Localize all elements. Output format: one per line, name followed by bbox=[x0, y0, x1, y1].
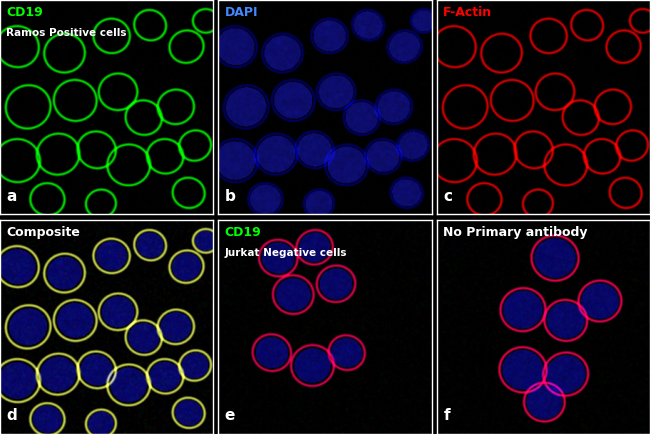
Text: Ramos Positive cells: Ramos Positive cells bbox=[6, 28, 127, 38]
Text: e: e bbox=[225, 408, 235, 423]
Text: CD19: CD19 bbox=[6, 7, 43, 20]
Text: a: a bbox=[6, 189, 17, 204]
Text: f: f bbox=[443, 408, 450, 423]
Text: d: d bbox=[6, 408, 17, 423]
Text: No Primary antibody: No Primary antibody bbox=[443, 226, 588, 239]
Text: Composite: Composite bbox=[6, 226, 80, 239]
Text: c: c bbox=[443, 189, 452, 204]
Text: DAPI: DAPI bbox=[225, 7, 258, 20]
Text: b: b bbox=[225, 189, 236, 204]
Text: F-Actin: F-Actin bbox=[443, 7, 493, 20]
Text: Jurkat Negative cells: Jurkat Negative cells bbox=[225, 247, 347, 257]
Text: CD19: CD19 bbox=[225, 226, 261, 239]
